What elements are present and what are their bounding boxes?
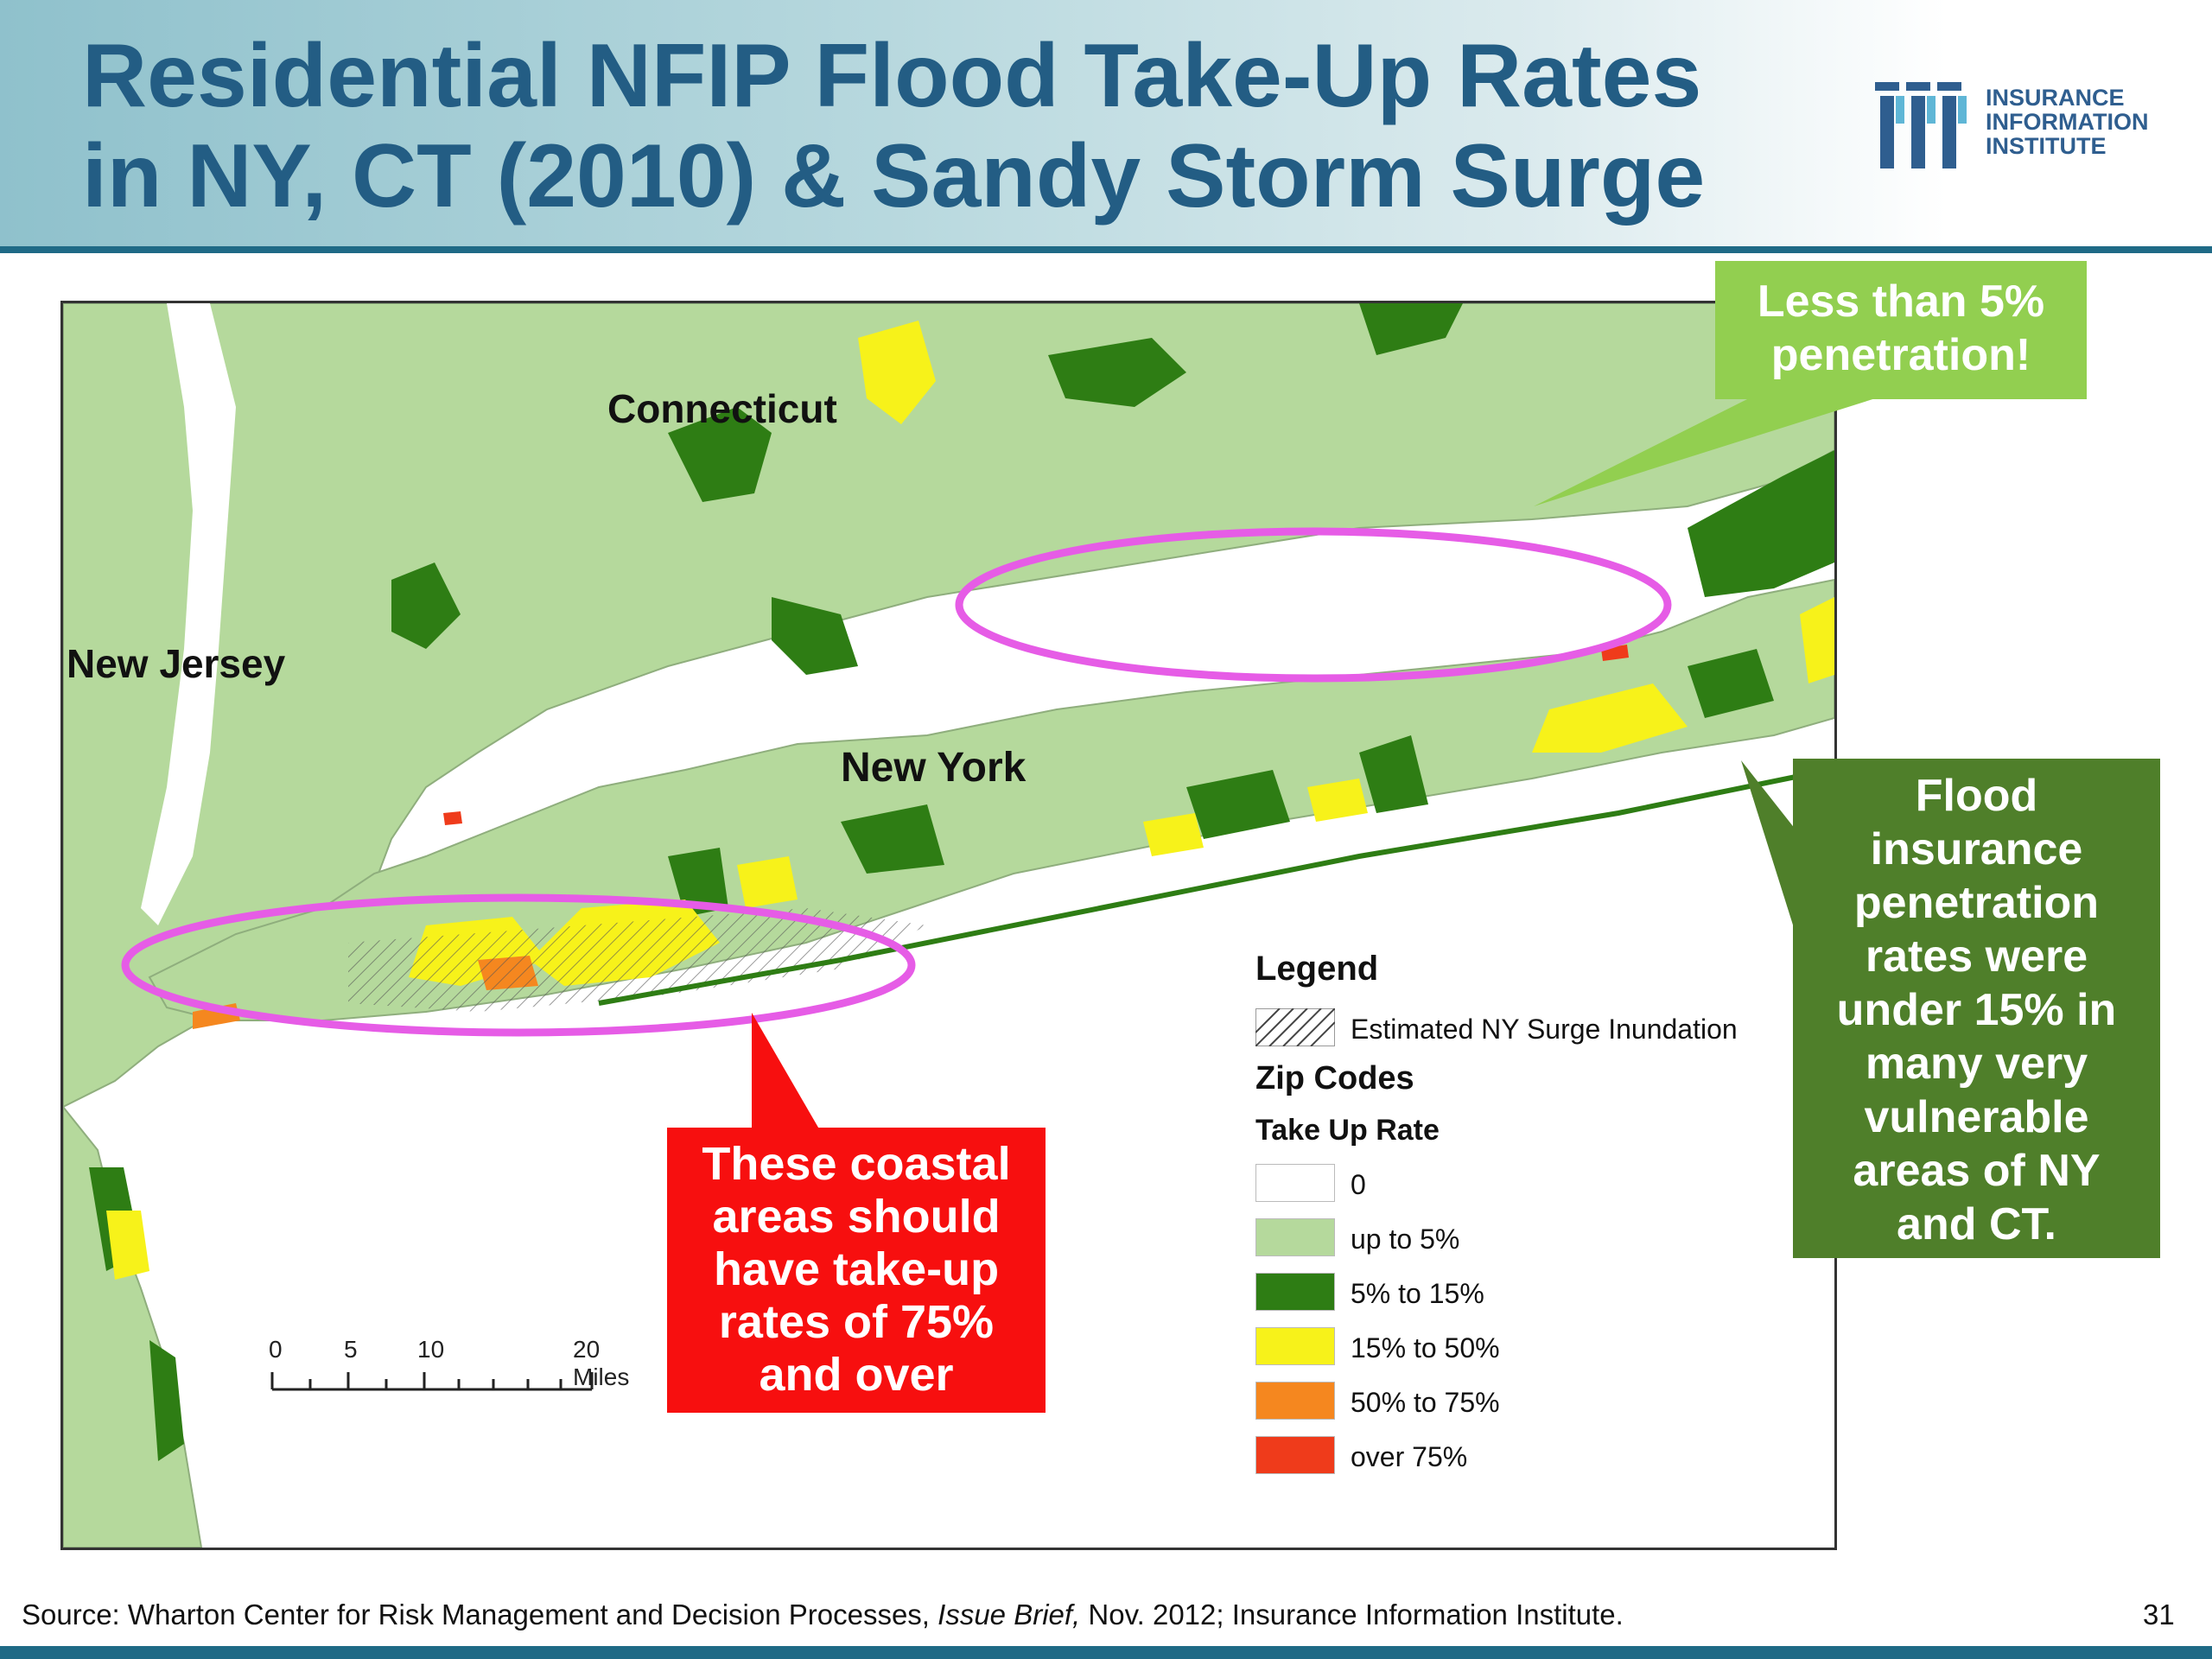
legend-zip-codes: Zip Codes	[1255, 1060, 1414, 1096]
legend-item-label: 0	[1351, 1169, 1366, 1200]
bottom-bar	[0, 1646, 2212, 1659]
source-prefix: Source: Wharton Center for Risk Manageme…	[22, 1599, 938, 1630]
legend-item-label: 15% to 50%	[1351, 1332, 1500, 1363]
legend-swatch	[1255, 1436, 1335, 1474]
legend-take-up-rate: Take Up Rate	[1255, 1114, 1440, 1147]
slide-title: Residential NFIP Flood Take-Up Rates in …	[82, 26, 1706, 226]
legend-swatch	[1255, 1273, 1335, 1311]
scale-label: 10	[417, 1336, 445, 1363]
iii-logo: INSURANCE INFORMATION INSTITUTE	[1875, 82, 2182, 168]
label-new-jersey: New Jersey	[67, 641, 286, 686]
legend-item-label: 50% to 75%	[1351, 1387, 1500, 1418]
nj-shore-region	[63, 1105, 203, 1548]
legend-swatch	[1255, 1327, 1335, 1365]
callout-less-than-5: Less than 5% penetration!	[1715, 261, 2087, 399]
scale-bar: 0 5 10 20 Miles	[210, 1336, 629, 1405]
page-number: 31	[2143, 1599, 2175, 1630]
scale-label: 5	[344, 1336, 358, 1363]
flood-map: Connecticut New Jersey New York 0 5 10 2…	[60, 301, 1837, 1550]
logo-text: INSURANCE INFORMATION INSTITUTE	[1986, 85, 2149, 159]
legend-item-label: up to 5%	[1351, 1224, 1460, 1255]
source-note: Source: Wharton Center for Risk Manageme…	[22, 1599, 1624, 1631]
label-connecticut: Connecticut	[607, 386, 837, 431]
scale-ruler	[270, 1372, 594, 1391]
callout-penetration-rates: Flood insurance penetration rates were u…	[1793, 759, 2160, 1258]
iii-logo-icon	[1875, 82, 1967, 168]
legend-title: Legend	[1255, 950, 1379, 988]
callout-coastal-areas: These coastal areas should have take-up …	[667, 1128, 1046, 1413]
scale-label: 0	[269, 1336, 283, 1363]
legend-swatch	[1255, 1382, 1335, 1420]
slide-header: Residential NFIP Flood Take-Up Rates in …	[0, 0, 2212, 253]
legend-swatch	[1255, 1218, 1335, 1256]
surge-hatch-swatch	[1255, 1008, 1335, 1046]
surge-label: Estimated NY Surge Inundation	[1351, 1014, 1738, 1045]
scale-label: 20 Miles	[573, 1336, 630, 1390]
source-suffix: Nov. 2012; Insurance Information Institu…	[1080, 1599, 1624, 1630]
legend-swatch	[1255, 1164, 1335, 1202]
legend-item-label: over 75%	[1351, 1441, 1468, 1472]
source-italic: Issue Brief,	[938, 1599, 1081, 1630]
map-legend: Legend Estimated NY Surge Inundation Zip…	[1255, 950, 1791, 1474]
legend-item-label: 5% to 15%	[1351, 1278, 1484, 1309]
label-new-york: New York	[841, 745, 1027, 791]
